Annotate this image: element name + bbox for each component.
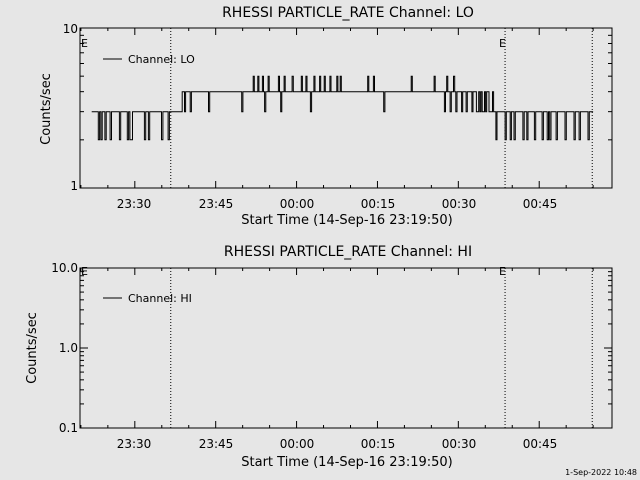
x-tick-label: 23:45 (199, 197, 234, 211)
x-axis-label: Start Time (14-Sep-16 23:19:50) (241, 455, 452, 470)
event-markers (170, 268, 593, 428)
x-tick-label: 23:45 (199, 437, 234, 451)
x-axis-label: Start Time (14-Sep-16 23:19:50) (241, 213, 452, 228)
x-tick-label: 00:15 (361, 197, 396, 211)
x-tick-label: 23:30 (117, 197, 152, 211)
chart-title: RHESSI PARTICLE_RATE Channel: LO (222, 5, 474, 21)
y-tick-label: 10 (63, 22, 78, 36)
axis-ticks (80, 27, 612, 189)
left-marker-label: E (81, 265, 88, 278)
x-tick-label: 00:45 (523, 197, 558, 211)
plot-frame (79, 267, 613, 429)
legend-label: Channel: HI (128, 292, 192, 305)
plot-frame (79, 27, 613, 189)
generation-timestamp: 1-Sep-2022 10:48 (565, 468, 637, 477)
legend-label: Channel: LO (128, 53, 195, 66)
event-marker-label: E (499, 37, 506, 50)
x-tick-label: 00:45 (523, 437, 558, 451)
y-tick-label: 1.0 (59, 341, 78, 355)
series-line-lo (91, 75, 594, 141)
left-marker-label: E (81, 37, 88, 50)
y-tick-label: 1 (70, 179, 78, 193)
y-axis-label: Counts/sec (39, 73, 54, 145)
chart-title: RHESSI PARTICLE_RATE Channel: HI (224, 244, 472, 260)
x-tick-label: 00:00 (280, 437, 315, 451)
panel-hi: RHESSI PARTICLE_RATE Channel: HI Counts/… (25, 244, 613, 470)
x-tick-label: 00:15 (361, 437, 396, 451)
x-tick-label: 23:30 (117, 437, 152, 451)
y-axis-label: Counts/sec (25, 312, 40, 384)
x-tick-label: 00:30 (442, 437, 477, 451)
y-tick-label: 10.0 (51, 261, 78, 275)
x-tick-label: 00:30 (442, 197, 477, 211)
y-tick-label: 0.1 (59, 421, 78, 435)
event-marker-label: E (499, 265, 506, 278)
event-markers (170, 28, 593, 188)
x-tick-label: 00:00 (280, 197, 315, 211)
panel-lo: RHESSI PARTICLE_RATE Channel: LO Counts/… (39, 5, 613, 228)
